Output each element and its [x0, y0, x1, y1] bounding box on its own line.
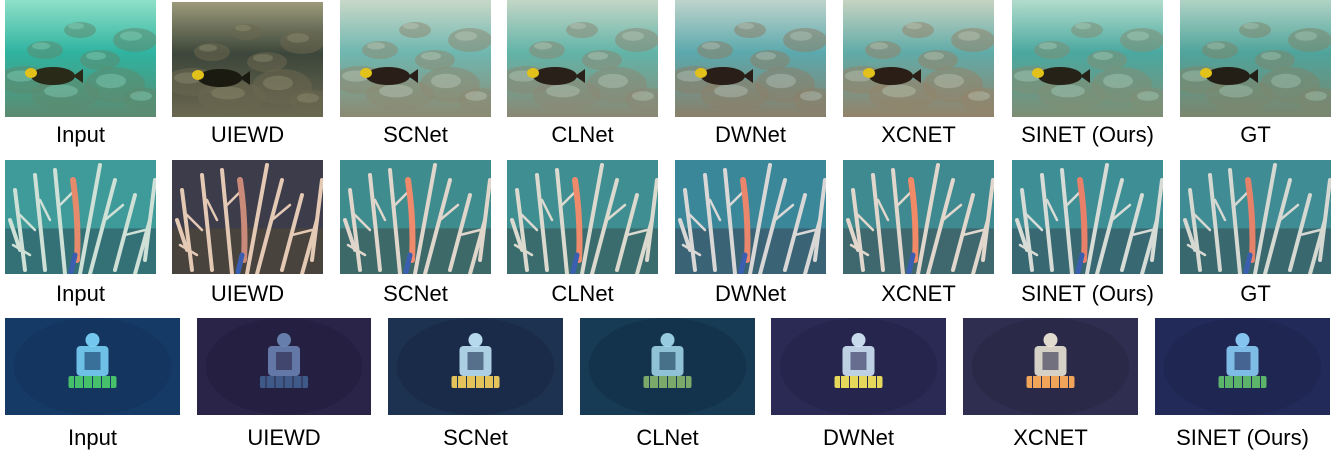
scene-render [5, 160, 156, 274]
scene-render [197, 318, 371, 415]
image-caption: SINET (Ours) [1176, 425, 1309, 450]
result-image-robot-2 [197, 318, 371, 415]
scene-render [675, 0, 826, 117]
image-caption: SINET (Ours) [1021, 281, 1154, 306]
result-image-coral-6 [843, 160, 994, 274]
image-caption: CLNet [551, 122, 614, 147]
scene-render [5, 318, 180, 415]
result-image-coral-8 [1180, 160, 1331, 274]
scene-render [843, 0, 994, 117]
image-caption: GT [1240, 281, 1271, 306]
result-image-coral-1 [5, 160, 156, 274]
result-image-fish-8 [1180, 0, 1331, 117]
image-caption: UIEWD [247, 425, 321, 450]
result-image-robot-1 [5, 318, 180, 415]
image-caption: CLNet [636, 425, 699, 450]
image-caption: DWNet [715, 122, 786, 147]
scene-render [172, 2, 323, 117]
scene-render [340, 160, 491, 274]
image-caption: GT [1240, 122, 1271, 147]
scene-render [507, 160, 658, 274]
image-caption: Input [68, 425, 117, 450]
result-image-coral-3 [340, 160, 491, 274]
result-image-robot-4 [580, 318, 755, 415]
image-caption: DWNet [715, 281, 786, 306]
result-image-robot-6 [963, 318, 1138, 415]
image-caption: UIEWD [210, 122, 285, 147]
scene-render [580, 318, 755, 415]
image-caption: CLNet [551, 281, 614, 306]
result-image-robot-3 [388, 318, 563, 415]
image-caption: SCNet [383, 281, 448, 306]
result-image-coral-7 [1012, 160, 1163, 274]
result-image-fish-5 [675, 0, 826, 117]
image-caption: DWNet [823, 425, 894, 450]
image-caption: SCNet [443, 425, 508, 450]
result-image-fish-3 [340, 0, 491, 117]
image-caption: UIEWD [210, 281, 285, 306]
scene-render [771, 318, 946, 415]
scene-render [388, 318, 563, 415]
scene-render [1180, 0, 1331, 117]
result-image-coral-4 [507, 160, 658, 274]
result-image-coral-5 [675, 160, 826, 274]
image-caption: XCNET [1013, 425, 1088, 450]
scene-render [172, 160, 323, 274]
result-image-robot-5 [771, 318, 946, 415]
scene-render [1012, 0, 1163, 117]
scene-render [1155, 318, 1330, 415]
result-image-coral-2 [172, 160, 323, 274]
scene-render [1180, 160, 1331, 274]
result-image-robot-7 [1155, 318, 1330, 415]
result-image-fish-4 [507, 0, 658, 117]
image-caption: SINET (Ours) [1021, 122, 1154, 147]
result-image-fish-1 [5, 0, 156, 117]
scene-render [843, 160, 994, 274]
result-image-fish-6 [843, 0, 994, 117]
image-caption: Input [56, 122, 105, 147]
scene-render [1012, 160, 1163, 274]
scene-render [507, 0, 658, 117]
scene-render [963, 318, 1138, 415]
result-image-fish-2 [172, 2, 323, 117]
scene-render [340, 0, 491, 117]
image-caption: Input [56, 281, 105, 306]
image-caption: XCNET [881, 122, 956, 147]
scene-render [5, 0, 156, 117]
image-caption: XCNET [881, 281, 956, 306]
scene-render [675, 160, 826, 274]
image-caption: SCNet [383, 122, 448, 147]
result-image-fish-7 [1012, 0, 1163, 117]
